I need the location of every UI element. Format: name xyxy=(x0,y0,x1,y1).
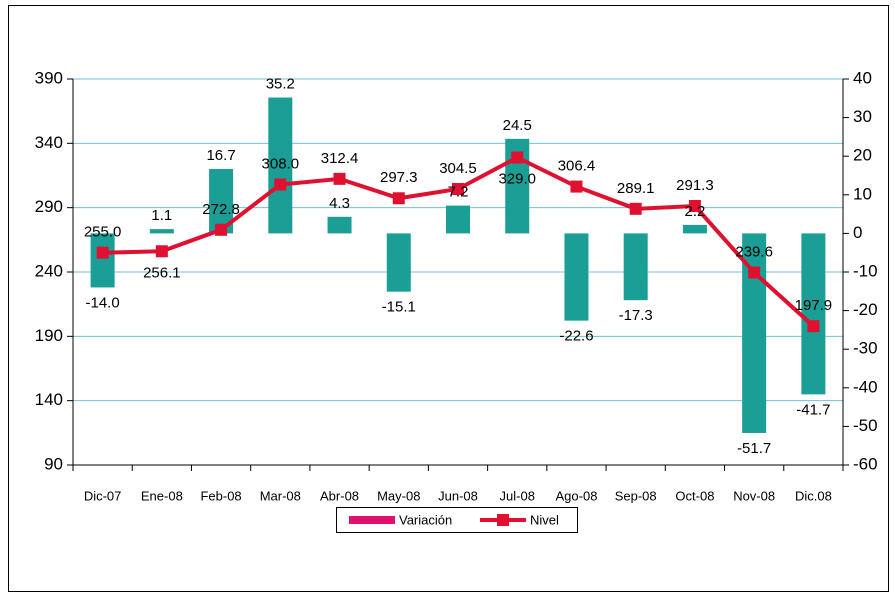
bar-value-label: -41.7 xyxy=(796,401,830,418)
bar-value-label: 24.5 xyxy=(503,117,532,134)
y2-tick-label: -20 xyxy=(853,300,878,319)
marker xyxy=(274,178,287,191)
marker xyxy=(629,202,642,215)
x-tick-label: Dic-07 xyxy=(84,488,122,503)
y2-tick-label: 40 xyxy=(853,68,872,87)
bar xyxy=(90,233,115,288)
y2-tick-label: -50 xyxy=(853,416,878,435)
marker xyxy=(96,246,109,259)
marker xyxy=(570,180,583,193)
bar xyxy=(682,224,707,234)
bar xyxy=(386,233,411,292)
x-tick-label: Dic.08 xyxy=(795,488,832,503)
line-value-label: 256.1 xyxy=(143,264,181,281)
bar xyxy=(801,233,826,395)
y-tick-label: 190 xyxy=(35,326,63,345)
bar xyxy=(149,229,174,234)
x-tick-label: Feb-08 xyxy=(200,488,241,503)
line-value-label: 291.3 xyxy=(676,177,714,194)
y2-tick-label: 20 xyxy=(853,146,872,165)
x-tick-label: Jul-08 xyxy=(500,488,535,503)
bar-value-label: -51.7 xyxy=(737,440,771,457)
y2-tick-label: -10 xyxy=(853,261,878,280)
legend-label: Variación xyxy=(399,512,452,527)
x-tick-label: Abr-08 xyxy=(320,488,359,503)
bar-value-label: -14.0 xyxy=(86,294,120,311)
line-value-label: 312.4 xyxy=(321,150,359,167)
y-tick-label: 390 xyxy=(35,68,63,87)
line-value-label: 297.3 xyxy=(380,169,418,186)
marker xyxy=(155,245,168,258)
marker xyxy=(333,172,346,185)
x-tick-label: Mar-08 xyxy=(260,488,301,503)
line-value-label: 308.0 xyxy=(262,155,300,172)
bar-value-label: 35.2 xyxy=(266,75,295,92)
y2-tick-label: -60 xyxy=(853,454,878,473)
line-value-label: 289.1 xyxy=(617,180,655,197)
x-tick-label: Oct-08 xyxy=(675,488,714,503)
marker xyxy=(688,199,701,212)
line-value-label: 329.0 xyxy=(498,170,536,187)
bar-value-label: 1.1 xyxy=(151,207,172,224)
x-tick-label: Ago-08 xyxy=(556,488,598,503)
y2-tick-label: 0 xyxy=(853,223,862,242)
bar-value-label: 4.3 xyxy=(329,195,350,212)
x-tick-label: Jun-08 xyxy=(438,488,478,503)
y-tick-label: 340 xyxy=(35,133,63,152)
marker xyxy=(215,223,228,236)
y2-tick-label: -40 xyxy=(853,377,878,396)
bar xyxy=(564,233,589,321)
marker xyxy=(452,183,464,196)
y2-tick-label: 10 xyxy=(853,184,872,203)
line-value-label: 239.6 xyxy=(735,243,773,260)
line-value-label: 306.4 xyxy=(558,158,596,175)
x-tick-label: May-08 xyxy=(377,488,420,503)
bar xyxy=(623,233,648,301)
bar xyxy=(446,205,470,234)
y2-tick-label: -30 xyxy=(853,339,878,358)
legend-swatch xyxy=(349,516,395,524)
x-tick-label: Nov-08 xyxy=(733,488,775,503)
line-value-label: 255.0 xyxy=(84,224,122,241)
marker xyxy=(807,320,820,333)
bar-value-label: 16.7 xyxy=(206,147,235,164)
chart-frame xyxy=(8,5,889,592)
y-tick-label: 240 xyxy=(35,261,63,280)
y-tick-label: 140 xyxy=(35,390,63,409)
x-tick-label: Sep-08 xyxy=(615,488,657,503)
legend-label: Nivel xyxy=(530,512,559,527)
legend-marker xyxy=(497,514,509,526)
bar-value-label: 7.2 xyxy=(448,184,469,201)
x-tick-label: Ene-08 xyxy=(141,488,183,503)
line-value-label: 272.8 xyxy=(202,201,240,218)
bar-value-label: 2.2 xyxy=(684,203,705,220)
bar-value-label: -22.6 xyxy=(559,328,593,345)
y2-tick-label: 30 xyxy=(853,107,872,126)
y-tick-label: 90 xyxy=(44,454,63,473)
bar-value-label: -15.1 xyxy=(382,299,416,316)
y-tick-label: 290 xyxy=(35,197,63,216)
marker xyxy=(748,266,761,279)
marker xyxy=(511,151,524,164)
line-value-label: 304.5 xyxy=(439,160,477,177)
bar xyxy=(268,97,293,234)
bar-value-label: -17.3 xyxy=(619,307,653,324)
line-value-label: 197.9 xyxy=(795,297,833,314)
marker xyxy=(392,192,405,205)
bar xyxy=(327,216,352,234)
